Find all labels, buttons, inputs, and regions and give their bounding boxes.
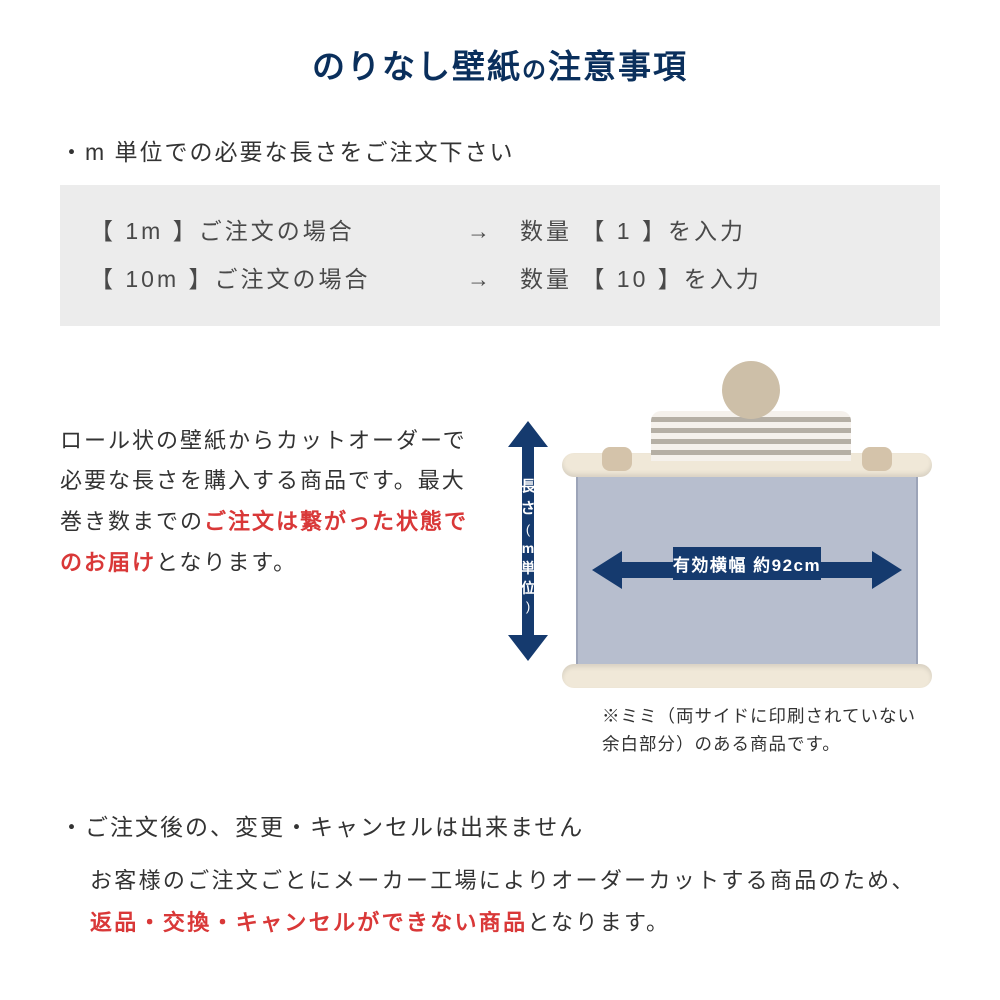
- svg-text:単: 単: [521, 560, 535, 576]
- vertical-arrow-icon: 長 さ ( m 単 位 ): [500, 421, 556, 661]
- example-right: 数量 【 1 】を入力: [520, 207, 746, 255]
- title-main: のりなし壁紙: [312, 48, 522, 85]
- cancel-policy-text: お客様のご注文ごとにメーカー工場によりオーダーカットする商品のため、返品・交換・…: [60, 860, 940, 946]
- example-left: 【 1m 】ご注文の場合: [90, 207, 440, 255]
- wallpaper-diagram: 長 さ ( m 単 位 ): [500, 361, 940, 758]
- body-part2: となります。: [527, 910, 670, 935]
- svg-text:位: 位: [521, 580, 535, 596]
- example-left: 【 10m 】ご注文の場合: [90, 255, 440, 303]
- mimi-note: ※ミミ（両サイドに印刷されていない 余白部分）のある商品です。: [562, 702, 940, 758]
- section1-heading: ・m 単位での必要な長さをご注文下さい: [60, 133, 940, 167]
- example-row: 【 1m 】ご注文の場合 → 数量 【 1 】を入力: [90, 207, 910, 255]
- arrow-icon: →: [440, 255, 520, 303]
- width-label: 有効横幅 約92cm: [673, 547, 821, 580]
- wallpaper-roll-illustration: 有効横幅 約92cm: [562, 453, 932, 688]
- svg-text:さ: さ: [520, 500, 535, 517]
- desc-part2: となります。: [156, 550, 297, 575]
- example-row: 【 10m 】ご注文の場合 → 数量 【 10 】を入力: [90, 255, 910, 303]
- section2-heading: ・ご注文後の、変更・キャンセルは出来ません: [60, 808, 940, 842]
- example-right: 数量 【 10 】を入力: [520, 255, 762, 303]
- body-highlight: 返品・交換・キャンセルができない商品: [90, 910, 527, 935]
- body-part1: お客様のご注文ごとにメーカー工場によりオーダーカットする商品のため、: [90, 868, 916, 893]
- section2: ・ご注文後の、変更・キャンセルは出来ません お客様のご注文ごとにメーカー工場によ…: [60, 808, 940, 946]
- title-sub: 注意事項: [548, 48, 688, 85]
- arrow-icon: →: [440, 207, 520, 255]
- svg-text:長: 長: [520, 478, 536, 495]
- svg-text:): ): [526, 599, 530, 614]
- title-connector: の: [522, 57, 548, 84]
- middle-section: ロール状の壁紙からカットオーダーで必要な長さを購入する商品です。最大巻き数までの…: [60, 361, 940, 758]
- page-title: のりなし壁紙の注意事項: [60, 40, 940, 88]
- svg-text:m: m: [522, 540, 534, 556]
- roll-description: ロール状の壁紙からカットオーダーで必要な長さを購入する商品です。最大巻き数までの…: [60, 361, 480, 758]
- order-example-box: 【 1m 】ご注文の場合 → 数量 【 1 】を入力 【 10m 】ご注文の場合…: [60, 185, 940, 326]
- person-head-illustration: [722, 361, 780, 419]
- svg-text:(: (: [526, 522, 531, 537]
